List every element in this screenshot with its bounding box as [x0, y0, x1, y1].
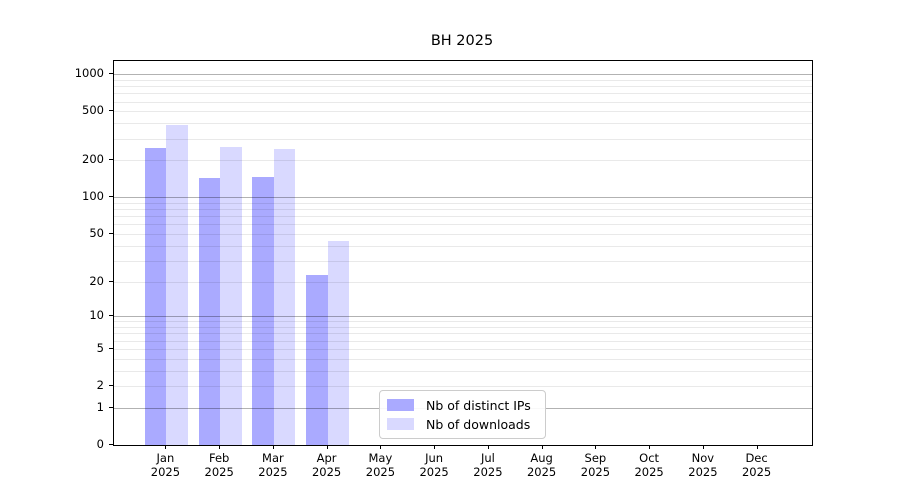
minor-gridline-50: [114, 234, 812, 235]
minor-gridline-30: [114, 260, 812, 262]
minor-gridline-7: [114, 333, 812, 335]
x-tick-label-mar: Mar 2025: [258, 451, 288, 479]
x-tick-label-nov: Nov 2025: [688, 451, 718, 479]
bars-layer: [114, 61, 812, 445]
x-tick-label-feb: Feb 2025: [204, 451, 234, 479]
minor-gridline-40: [114, 245, 812, 247]
minor-gridline-600: [114, 101, 812, 103]
y-tick-label-2: 2: [96, 378, 104, 393]
minor-gridline-8: [114, 327, 812, 329]
major-gridline-1000: [114, 74, 812, 76]
minor-gridline-900: [114, 79, 812, 81]
legend-swatch-downloads: [387, 418, 414, 430]
grid-layer: [114, 61, 812, 445]
downloads-bar-jan: [166, 125, 188, 445]
ips-bar-jan: [144, 147, 167, 445]
legend-swatch-ips: [387, 399, 414, 411]
minor-gridline-70: [114, 216, 812, 218]
y-tick-label-1: 1: [96, 399, 104, 414]
minor-gridline-300: [114, 138, 812, 140]
legend: Nb of distinct IPs Nb of downloads: [379, 390, 546, 439]
y-tick-10: [109, 315, 113, 317]
minor-gridline-3: [114, 370, 812, 372]
ips-bar-mar: [252, 177, 274, 445]
major-gridline-100: [114, 197, 812, 199]
x-tick-jul: [487, 445, 489, 449]
y-tick-label-50: 50: [89, 226, 104, 240]
y-tick-20: [109, 280, 113, 282]
minor-gridline-4: [114, 358, 812, 360]
minor-gridline-90: [114, 203, 812, 204]
minor-gridline-9: [114, 321, 812, 323]
legend-item-ips: Nb of distinct IPs: [387, 397, 537, 413]
x-tick-label-may: May 2025: [365, 451, 396, 479]
y-tick-label-500: 500: [82, 103, 104, 118]
y-tick-label-100: 100: [82, 189, 104, 204]
y-tick-label-1000: 1000: [74, 66, 104, 81]
y-tick-200: [109, 159, 113, 161]
minor-gridline-2: [114, 386, 812, 388]
y-tick-100: [109, 196, 113, 198]
x-tick-label-aug: Aug 2025: [526, 451, 557, 479]
x-tick-jan: [165, 445, 167, 449]
legend-label-downloads: Nb of downloads: [426, 416, 531, 432]
x-tick-label-oct: Oct 2025: [634, 451, 664, 479]
minor-gridline-60: [114, 224, 812, 226]
x-tick-label-jan: Jan 2025: [150, 451, 181, 479]
downloads-bar-mar: [273, 149, 296, 445]
y-tick-5: [109, 347, 113, 349]
x-tick-jun: [434, 445, 436, 449]
y-tick-1: [109, 406, 113, 408]
minor-gridline-20: [114, 281, 812, 283]
x-tick-label-jul: Jul 2025: [473, 451, 503, 479]
x-tick-aug: [541, 445, 543, 449]
minor-gridline-400: [114, 123, 812, 125]
x-tick-label-jun: Jun 2025: [419, 451, 449, 479]
minor-gridline-80: [114, 209, 812, 211]
downloads-bar-apr: [327, 240, 350, 445]
x-tick-label-apr: Apr 2025: [311, 451, 342, 479]
x-tick-sep: [595, 445, 597, 449]
y-tick-500: [109, 110, 113, 112]
legend-label-ips: Nb of distinct IPs: [426, 397, 531, 413]
downloads-bar-feb: [220, 147, 242, 445]
x-tick-mar: [272, 445, 274, 449]
y-tick-label-5: 5: [96, 340, 104, 355]
minor-gridline-5: [114, 348, 812, 350]
y-tick-50: [109, 233, 113, 234]
y-tick-label-10: 10: [89, 308, 104, 323]
plot-area: [113, 60, 813, 446]
y-tick-label-20: 20: [89, 273, 104, 288]
y-tick-label-200: 200: [82, 152, 104, 167]
x-tick-oct: [649, 445, 651, 449]
minor-gridline-500: [114, 111, 812, 113]
minor-gridline-200: [114, 160, 812, 162]
minor-gridline-800: [114, 86, 812, 88]
minor-gridline-6: [114, 340, 812, 342]
y-tick-2: [109, 385, 113, 387]
x-tick-label-sep: Sep 2025: [580, 451, 611, 479]
x-tick-dec: [756, 445, 758, 449]
ips-bar-feb: [198, 178, 221, 445]
major-gridline-10: [114, 316, 812, 318]
y-tick-1000: [109, 73, 113, 75]
x-tick-feb: [219, 445, 221, 449]
y-tick-0: [109, 444, 113, 445]
x-tick-may: [380, 445, 382, 449]
chart-title: BH 2025: [430, 33, 494, 49]
minor-gridline-700: [114, 93, 812, 95]
x-tick-label-dec: Dec 2025: [741, 451, 772, 479]
x-tick-apr: [326, 445, 328, 449]
legend-item-downloads: Nb of downloads: [387, 416, 537, 432]
ips-bar-apr: [306, 274, 328, 445]
x-tick-nov: [702, 445, 704, 449]
y-tick-label-0: 0: [96, 437, 104, 451]
